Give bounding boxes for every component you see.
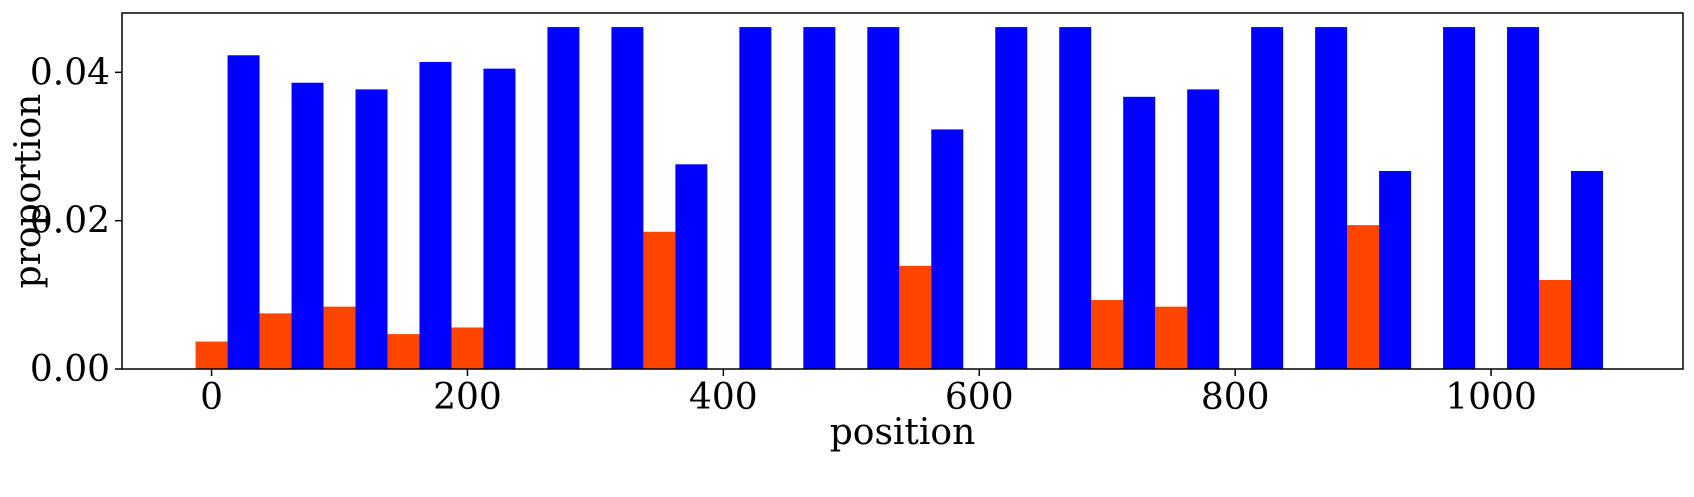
bar-series2-775: [1187, 89, 1220, 370]
bar-series2-1075: [1571, 170, 1604, 369]
y-tick-label: 0.02: [30, 201, 110, 242]
bar-series1-50: [259, 313, 292, 369]
bar-series2-675: [1059, 27, 1092, 369]
bar-series2-925: [1379, 170, 1412, 369]
bar-series2-125: [355, 89, 388, 370]
bar-series2-525: [867, 27, 900, 369]
plot-frame: [121, 12, 1684, 370]
x-tick-label: 400: [689, 377, 758, 418]
bar-series2-175: [419, 61, 452, 369]
y-axis-ticks: 0.00 0.02 0.04: [30, 52, 122, 390]
bar-series2-325: [611, 27, 644, 369]
bar-series2-825: [1251, 27, 1284, 369]
x-tick-label: 0: [200, 377, 223, 418]
y-tick-label: 0.00: [30, 349, 110, 390]
bar-series1-350: [643, 231, 676, 369]
bar-series1-100: [323, 306, 356, 369]
bar-series1-700: [1091, 300, 1124, 369]
bar-series2-575: [931, 129, 964, 369]
bar-series1-550: [899, 265, 932, 369]
x-tick-label: 200: [433, 377, 502, 418]
x-axis-ticks: 0 200 400 600 800 1000: [200, 369, 1537, 418]
bar-series1-1050: [1539, 280, 1572, 369]
bar-series1-150: [387, 334, 420, 369]
x-axis-label: position: [830, 412, 976, 453]
bar-series2-275: [547, 27, 580, 369]
bar-series2-475: [803, 27, 836, 369]
y-axis-label: proportion: [8, 94, 49, 289]
bar-series1-200: [451, 327, 484, 369]
bar-series2-1025: [1507, 27, 1540, 369]
bar-series2-375: [675, 164, 708, 369]
bar-series2-725: [1123, 96, 1156, 369]
bar-series2-225: [483, 68, 516, 369]
bars-group: [195, 27, 1604, 370]
bar-series1-0: [195, 341, 228, 369]
bar-series1-900: [1347, 225, 1380, 369]
bar-series2-975: [1443, 27, 1476, 369]
bar-series2-425: [739, 27, 772, 369]
x-tick-label: 1000: [1445, 377, 1537, 418]
x-tick-label: 600: [945, 377, 1014, 418]
bar-series1-750: [1155, 306, 1188, 369]
bar-series2-25: [227, 55, 260, 370]
x-tick-label: 800: [1201, 377, 1270, 418]
bar-series2-875: [1315, 27, 1348, 369]
bar-series2-75: [291, 82, 324, 369]
bar-series2-625: [995, 27, 1028, 369]
y-tick-label: 0.04: [30, 52, 110, 93]
